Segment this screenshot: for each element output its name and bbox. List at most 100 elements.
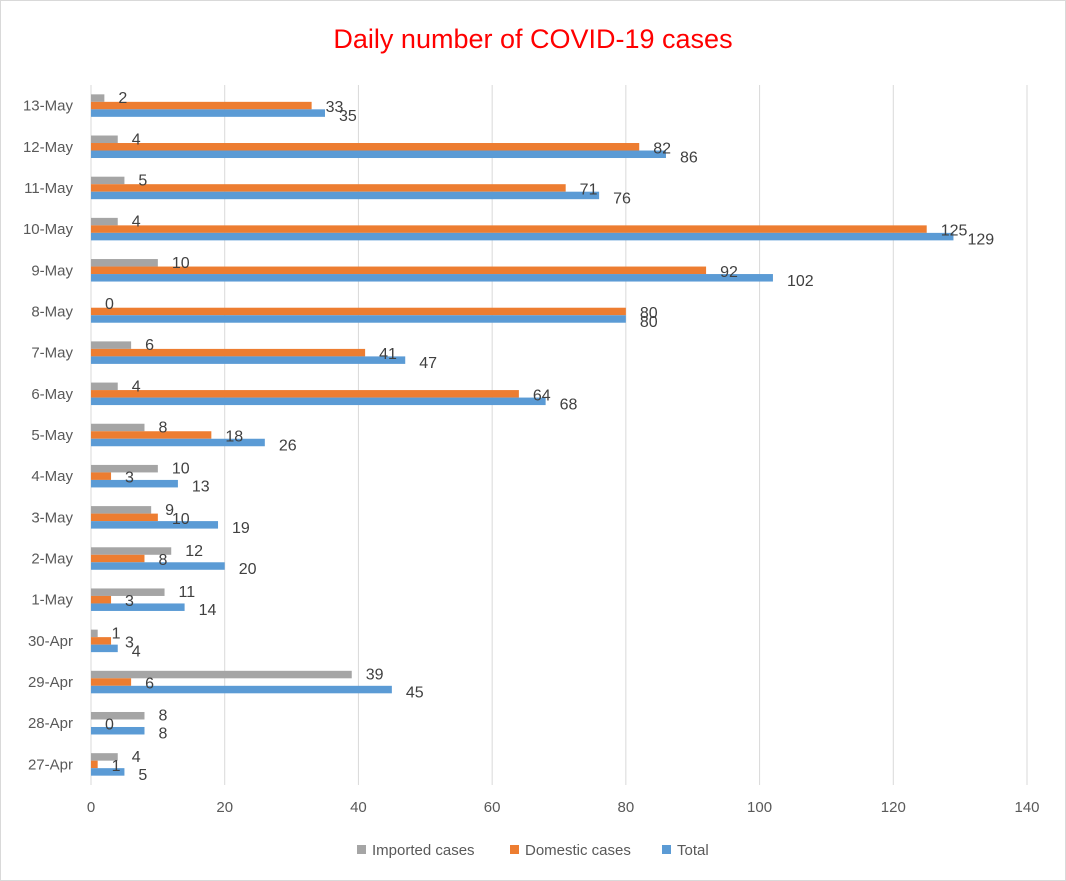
bar-total	[91, 315, 626, 323]
bar-total	[91, 644, 118, 653]
bar-domestic-cases	[91, 554, 145, 563]
data-label: 10	[172, 255, 190, 272]
bar-imported-cases	[91, 423, 145, 432]
bar-total	[91, 397, 546, 406]
data-label: 5	[138, 767, 147, 784]
legend-label: Total	[677, 842, 709, 859]
bar-domestic-cases	[91, 678, 132, 686]
bar-domestic-cases	[91, 431, 212, 439]
bar-total	[91, 726, 145, 735]
data-label: 18	[225, 429, 243, 446]
chart-title: Daily number of COVID-19 cases	[333, 24, 732, 54]
data-label: 45	[406, 685, 424, 702]
legend-swatch	[510, 845, 519, 854]
data-label: 76	[613, 190, 631, 207]
data-label: 39	[366, 667, 384, 684]
data-label: 13	[192, 479, 210, 496]
y-tick-label: 1-May	[31, 592, 73, 609]
bar-imported-cases	[91, 588, 165, 596]
y-tick-label: 10-May	[23, 221, 74, 238]
data-label: 9	[165, 502, 174, 519]
bar-imported-cases	[91, 711, 145, 720]
data-label: 3	[125, 634, 134, 651]
bar-total	[91, 603, 185, 611]
data-label: 3	[125, 593, 134, 610]
data-label: 125	[941, 223, 968, 240]
data-label: 14	[199, 602, 217, 619]
bar-total	[91, 109, 325, 117]
data-label: 33	[326, 99, 344, 116]
y-tick-label: 12-May	[23, 139, 74, 156]
bar-imported-cases	[91, 753, 118, 761]
data-label: 129	[967, 232, 994, 249]
data-label: 82	[653, 140, 671, 157]
bar-imported-cases	[91, 547, 172, 555]
data-label: 80	[640, 305, 658, 322]
bar-domestic-cases	[91, 101, 312, 110]
bar-domestic-cases	[91, 390, 519, 398]
y-tick-label: 13-May	[23, 98, 74, 115]
data-label: 8	[158, 552, 167, 569]
y-tick-label: 30-Apr	[28, 633, 73, 650]
data-label: 68	[560, 396, 578, 413]
data-label: 5	[138, 172, 147, 189]
bar-imported-cases	[91, 629, 98, 638]
bar-imported-cases	[91, 506, 152, 514]
bar-imported-cases	[91, 217, 118, 226]
data-label: 19	[232, 520, 250, 537]
data-label: 64	[533, 387, 551, 404]
bar-imported-cases	[91, 259, 158, 267]
data-label: 35	[339, 108, 357, 125]
x-tick-label: 20	[216, 799, 233, 816]
x-tick-label: 140	[1014, 799, 1039, 816]
bar-total	[91, 191, 600, 200]
data-label: 6	[145, 337, 154, 354]
data-label: 92	[720, 264, 738, 281]
data-label: 3	[125, 470, 134, 487]
y-tick-label: 9-May	[31, 262, 73, 279]
bar-domestic-cases	[91, 184, 566, 192]
bar-imported-cases	[91, 670, 352, 679]
y-tick-label: 5-May	[31, 427, 73, 444]
bar-domestic-cases	[91, 760, 98, 769]
x-tick-label: 100	[747, 799, 772, 816]
x-tick-label: 40	[350, 799, 367, 816]
data-label: 8	[158, 708, 167, 725]
x-tick-label: 80	[618, 799, 635, 816]
bar-total	[91, 232, 954, 241]
x-tick-label: 120	[881, 799, 906, 816]
bar-total	[91, 150, 666, 159]
bar-domestic-cases	[91, 143, 640, 151]
data-label: 71	[580, 181, 598, 198]
bar-domestic-cases	[91, 595, 112, 604]
data-label: 47	[419, 355, 437, 372]
legend-swatch	[357, 845, 366, 854]
data-label: 8	[158, 726, 167, 743]
bar-domestic-cases	[91, 266, 707, 275]
data-label: 80	[640, 314, 658, 331]
data-label: 11	[179, 584, 196, 601]
data-label: 102	[787, 273, 814, 290]
bar-imported-cases	[91, 382, 118, 391]
data-label: 12	[185, 543, 203, 560]
data-label: 10	[172, 511, 190, 528]
bar-domestic-cases	[91, 348, 366, 357]
bar-domestic-cases	[91, 513, 158, 522]
y-tick-label: 11-May	[24, 180, 73, 197]
data-label: 4	[132, 378, 141, 395]
bar-imported-cases	[91, 135, 118, 144]
y-tick-label: 7-May	[31, 345, 73, 362]
y-tick-label: 4-May	[31, 468, 73, 485]
data-label: 4	[132, 131, 141, 148]
bar-imported-cases	[91, 341, 132, 349]
bar-imported-cases	[91, 464, 158, 473]
y-tick-label: 2-May	[31, 551, 73, 568]
data-label: 10	[172, 461, 190, 478]
bar-domestic-cases	[91, 637, 112, 645]
bar-total	[91, 438, 265, 447]
bar-imported-cases	[91, 176, 125, 185]
bar-total	[91, 521, 219, 529]
y-tick-label: 8-May	[31, 303, 73, 320]
data-label: 20	[239, 561, 257, 578]
